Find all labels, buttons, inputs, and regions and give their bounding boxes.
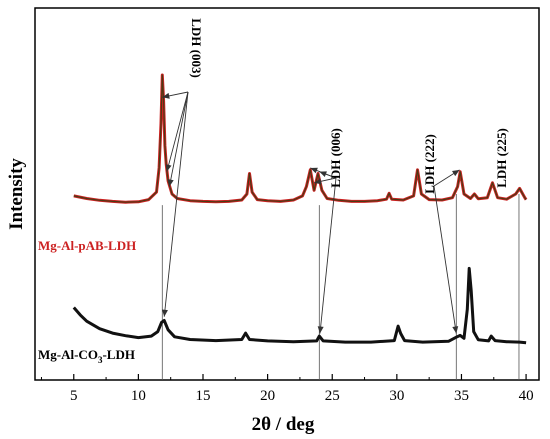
annotation-arrowhead [452,326,459,334]
x-tick-label-15: 15 [196,388,211,404]
annotation-ldh-006: LDH (006) [328,128,343,188]
series-line-1 [72,266,527,345]
annotation-arrowhead [314,178,322,185]
y-axis-title: Intensity [6,158,27,230]
x-axis-ticks: 5 10 15 20 25 30 35 40 [40,374,534,404]
annotation-arrow [163,91,189,317]
annotation-arrow [319,177,337,334]
series-line-overlay-0 [73,74,527,203]
series-label-co3-prefix: Mg-Al-CO [38,347,98,362]
annotation-arrowhead [452,169,460,177]
annotation-arrowhead [165,164,172,172]
x-tick-label-40: 40 [519,388,534,404]
x-tick-label-25: 25 [325,388,340,404]
series-label-co3-suffix: -LDH [102,347,135,362]
annotation-arrowhead [317,326,324,334]
plot-frame [34,7,540,381]
reference-lines [161,194,520,380]
annotation-arrowhead [310,167,318,174]
x-tick-label-30: 30 [389,388,404,404]
annotation-arrow [433,185,457,334]
annotation-ldh-222: LDH (222) [422,134,437,194]
series-label-pab-text: Mg-Al-pAB-LDH [38,238,136,253]
series-label-pab: Mg-Al-pAB-LDH [38,238,136,253]
annotation-arrows [161,91,460,334]
annotation-ldh-225: LDH (225) [494,128,509,188]
x-axis-title: 2θ / deg [252,414,315,435]
annotation-arrowhead [167,179,174,187]
annotation-arrowhead [162,92,170,99]
x-tick-label-10: 10 [131,388,146,404]
annotation-arrow [168,91,189,187]
series-label-co3: Mg-Al-CO3-LDH [38,347,135,365]
series-group [72,73,528,345]
x-tick-label-35: 35 [454,388,469,404]
annotation-arrow [166,91,189,172]
x-tick-label-20: 20 [260,388,275,404]
annotation-ldh-003: LDH (003) [189,18,204,78]
series-label-co3-sub: 3 [98,355,103,365]
annotation-arrowhead [319,171,327,177]
x-tick-label-5: 5 [70,388,78,404]
annotation-arrowhead [161,309,168,317]
